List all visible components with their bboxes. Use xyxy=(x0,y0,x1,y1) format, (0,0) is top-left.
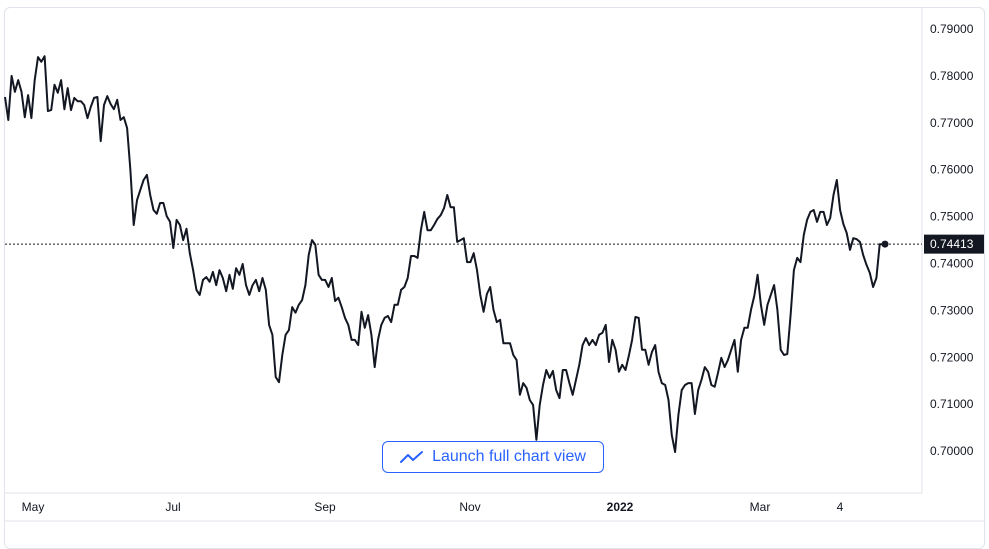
price-series-line xyxy=(4,55,883,453)
price-chart[interactable]: 0.79000 0.78000 0.77000 0.76000 0.75000 0.740… xyxy=(0,0,989,527)
price-tick-label: 0.73000 xyxy=(930,303,974,317)
time-tick-label: Mar xyxy=(750,500,771,514)
price-tick-label: 0.75000 xyxy=(930,210,974,224)
line-chart-icon xyxy=(400,451,424,463)
price-tick-label: 0.77000 xyxy=(930,116,974,130)
time-tick-label: 4 xyxy=(837,500,844,514)
launch-full-chart-label: Launch full chart view xyxy=(432,448,586,465)
price-tick-label: 0.76000 xyxy=(930,163,974,177)
time-tick-label: 2022 xyxy=(607,500,634,514)
price-axis[interactable]: 0.79000 0.78000 0.77000 0.76000 0.75000 0.740… xyxy=(930,22,974,458)
last-price-label: 0.74413 xyxy=(930,237,974,251)
last-price-dot xyxy=(881,240,889,248)
price-tick-label: 0.74000 xyxy=(930,257,974,271)
price-tick-label: 0.71000 xyxy=(930,397,974,411)
price-tick-label: 0.78000 xyxy=(930,69,974,83)
last-price-label-box xyxy=(924,234,984,254)
time-tick-label: Sep xyxy=(314,500,336,514)
launch-full-chart-button[interactable]: Launch full chart view xyxy=(382,441,604,473)
price-tick-label: 0.70000 xyxy=(930,444,974,458)
time-tick-label: Jul xyxy=(165,500,180,514)
time-tick-label: Nov xyxy=(459,500,480,514)
price-tick-label: 0.79000 xyxy=(930,22,974,36)
time-tick-label: May xyxy=(22,500,45,514)
time-axis[interactable]: May Jul Sep Nov 2022 Mar 4 xyxy=(22,500,844,514)
price-tick-label: 0.72000 xyxy=(930,350,974,364)
